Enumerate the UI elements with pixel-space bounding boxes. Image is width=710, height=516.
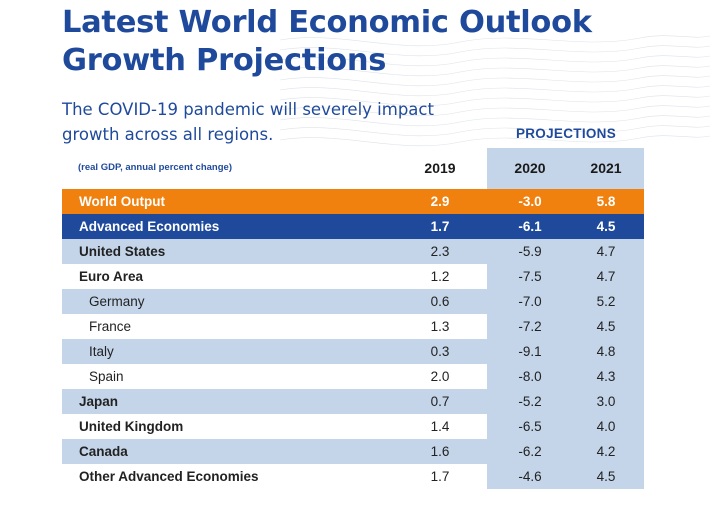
value-2019: 1.3 bbox=[430, 319, 450, 334]
value-2019: 1.6 bbox=[430, 444, 450, 459]
value-2019: 2.0 bbox=[430, 369, 450, 384]
value-2019: 1.7 bbox=[430, 469, 450, 484]
column-header-2020: 2020 bbox=[514, 160, 546, 176]
value-2020: -8.0 bbox=[518, 369, 542, 384]
title-line-2: Growth Projections bbox=[62, 43, 387, 78]
row-label: Other Advanced Economies bbox=[79, 469, 259, 484]
subtitle-line-1: The COVID-19 pandemic will severely impa… bbox=[62, 100, 434, 119]
value-2020: -6.2 bbox=[518, 444, 542, 459]
value-2021: 4.8 bbox=[596, 344, 616, 359]
table-row: Other Advanced Economies 1.7 -4.6 4.5 bbox=[62, 464, 644, 489]
row-label: United Kingdom bbox=[79, 419, 184, 434]
row-label: Euro Area bbox=[79, 269, 144, 284]
table-row: Japan 0.7 -5.2 3.0 bbox=[62, 389, 644, 414]
value-2020: -3.0 bbox=[518, 194, 542, 209]
value-2020: -7.5 bbox=[518, 269, 542, 284]
unit-note: (real GDP, annual percent change) bbox=[78, 162, 232, 173]
row-label: Spain bbox=[89, 369, 124, 384]
table-row: World Output 2.9 -3.0 5.8 bbox=[62, 189, 644, 214]
table-row: Italy 0.3 -9.1 4.8 bbox=[62, 339, 644, 364]
projection-cell-background bbox=[487, 314, 644, 339]
value-2019: 1.4 bbox=[430, 419, 450, 434]
row-label: Advanced Economies bbox=[79, 219, 220, 234]
value-2019: 0.3 bbox=[430, 344, 450, 359]
table-row: Germany 0.6 -7.0 5.2 bbox=[62, 289, 644, 314]
table-row: France 1.3 -7.2 4.5 bbox=[62, 314, 644, 339]
value-2020: -5.2 bbox=[518, 394, 542, 409]
value-2021: 4.5 bbox=[596, 319, 616, 334]
value-2021: 5.8 bbox=[596, 194, 616, 209]
table-row: Euro Area 1.2 -7.5 4.7 bbox=[62, 264, 644, 289]
value-2020: -5.9 bbox=[518, 244, 542, 259]
table-row: United Kingdom 1.4 -6.5 4.0 bbox=[62, 414, 644, 439]
value-2019: 0.6 bbox=[430, 294, 450, 309]
growth-table: World Output 2.9 -3.0 5.8 Advanced Economies… bbox=[62, 189, 644, 489]
title-line-1: Latest World Economic Outlook bbox=[62, 5, 592, 40]
value-2019: 2.3 bbox=[430, 244, 450, 259]
value-2020: -6.1 bbox=[518, 219, 542, 234]
table-row: Canada 1.6 -6.2 4.2 bbox=[62, 439, 644, 464]
projection-cell-background bbox=[487, 464, 644, 489]
value-2021: 4.5 bbox=[596, 469, 616, 484]
projection-cell-background bbox=[487, 264, 644, 289]
row-label: Canada bbox=[79, 444, 128, 459]
value-2021: 4.2 bbox=[596, 444, 616, 459]
table-row: Spain 2.0 -8.0 4.3 bbox=[62, 364, 644, 389]
value-2021: 4.7 bbox=[596, 244, 616, 259]
row-label: Italy bbox=[89, 344, 114, 359]
value-2021: 4.0 bbox=[596, 419, 616, 434]
page-title: Latest World Economic Outlook Growth Pro… bbox=[62, 4, 592, 80]
value-2020: -4.6 bbox=[518, 469, 542, 484]
projection-cell-background bbox=[487, 414, 644, 439]
projection-cell-background bbox=[487, 364, 644, 389]
value-2019: 1.7 bbox=[430, 219, 450, 234]
row-label: France bbox=[89, 319, 132, 334]
value-2020: -7.2 bbox=[518, 319, 542, 334]
value-2019: 2.9 bbox=[430, 194, 450, 209]
value-2020: -7.0 bbox=[518, 294, 542, 309]
value-2019: 0.7 bbox=[430, 394, 450, 409]
value-2021: 4.5 bbox=[596, 219, 616, 234]
value-2021: 3.0 bbox=[596, 394, 616, 409]
subtitle-line-2: growth across all regions. bbox=[62, 125, 274, 144]
decorative-wave-mesh bbox=[280, 35, 710, 147]
value-2021: 4.3 bbox=[596, 369, 616, 384]
value-2019: 1.2 bbox=[430, 269, 450, 284]
table-row: Advanced Economies 1.7 -6.1 4.5 bbox=[62, 214, 644, 239]
projections-label: PROJECTIONS bbox=[515, 126, 617, 141]
row-label: United States bbox=[79, 244, 166, 259]
value-2020: -6.5 bbox=[518, 419, 542, 434]
value-2020: -9.1 bbox=[518, 344, 542, 359]
column-header-2019: 2019 bbox=[424, 160, 456, 176]
column-header-2021: 2021 bbox=[590, 160, 622, 176]
value-2021: 5.2 bbox=[596, 294, 616, 309]
row-label: Germany bbox=[89, 294, 145, 309]
value-2021: 4.7 bbox=[596, 269, 616, 284]
row-label: World Output bbox=[79, 194, 165, 209]
subtitle: The COVID-19 pandemic will severely impa… bbox=[62, 97, 434, 147]
table-row: United States 2.3 -5.9 4.7 bbox=[62, 239, 644, 264]
row-label: Japan bbox=[79, 394, 119, 409]
